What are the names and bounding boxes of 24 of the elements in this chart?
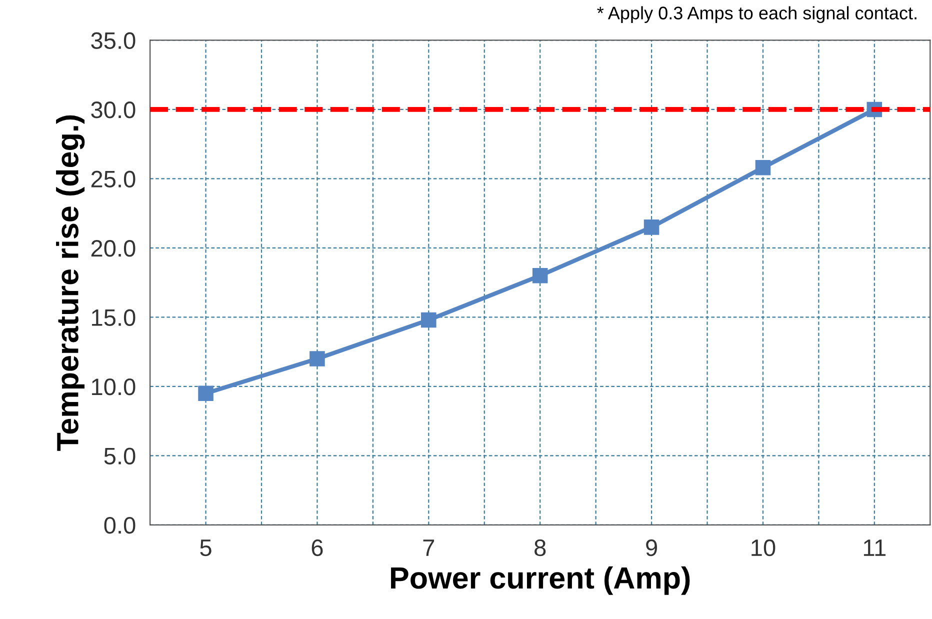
text: * Apply 0.3 Amps to each signal contact. bbox=[597, 6, 916, 24]
y-tick-label: 0.0 bbox=[104, 516, 136, 534]
x-tick-label: 10 bbox=[752, 539, 776, 556]
y-tick-label: 30.0 bbox=[91, 102, 136, 118]
y-tick-label: 35.0 bbox=[91, 32, 136, 50]
x-axis-title: Power current (Amp) bbox=[391, 566, 690, 595]
x-tick-label: 8 bbox=[534, 539, 546, 556]
point bbox=[644, 220, 660, 235]
x-tick-label: 5 bbox=[200, 540, 212, 556]
y-axis-title: Temperature rise (deg.) bbox=[56, 115, 85, 451]
y-tick-label: 25.0 bbox=[91, 170, 136, 188]
y-tick-label: 20.0 bbox=[91, 240, 136, 257]
point bbox=[198, 386, 214, 401]
point bbox=[310, 351, 325, 366]
point bbox=[421, 312, 436, 328]
y-tick-label: 10.0 bbox=[92, 378, 136, 396]
y-tick-label: 15.0 bbox=[92, 309, 136, 326]
point bbox=[755, 160, 771, 176]
point bbox=[532, 268, 548, 284]
x-tick-label: 6 bbox=[312, 539, 323, 556]
x-tick-label: 9 bbox=[646, 539, 657, 556]
y-tick-label: 5.0 bbox=[104, 448, 136, 464]
x-tick-label: 11 bbox=[864, 540, 886, 556]
x-tick-label: 7 bbox=[423, 540, 434, 556]
